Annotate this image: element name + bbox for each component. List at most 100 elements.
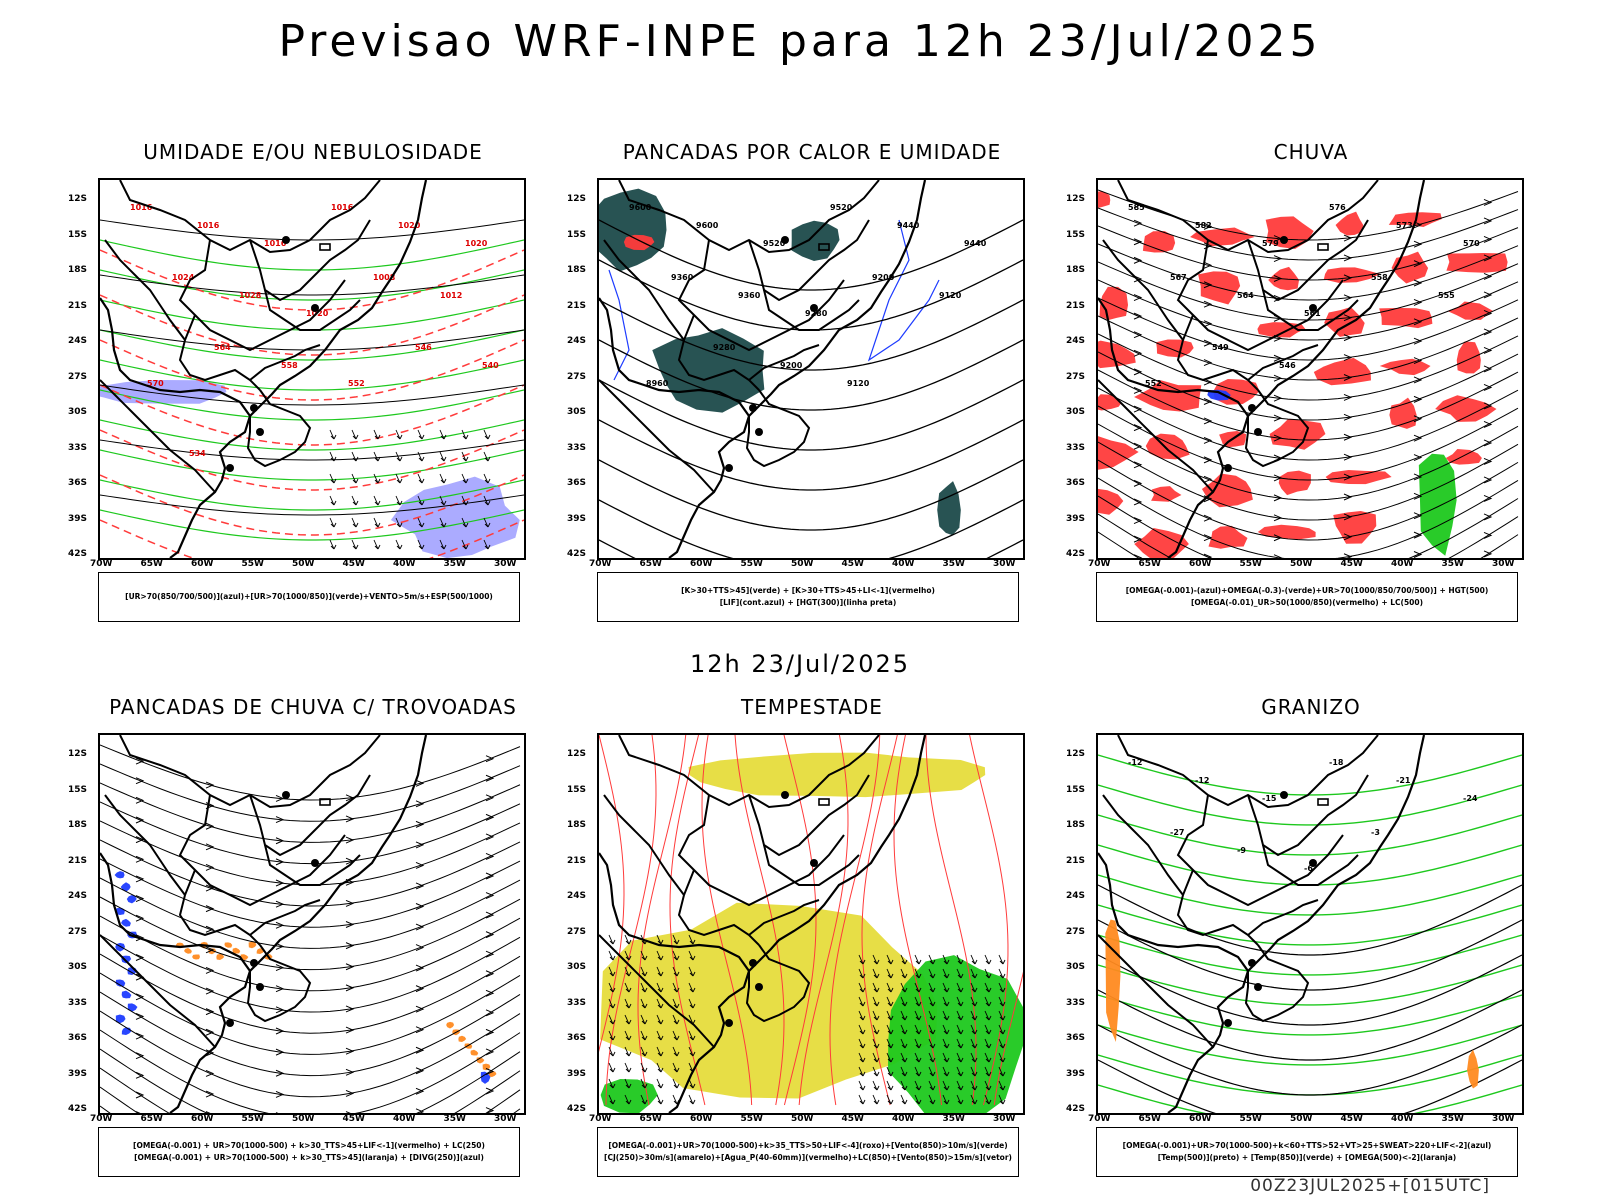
contour-label: 561 [1304, 309, 1321, 318]
legend-line: [UR>70(850/700/500)](azul)+[UR>70(1000/8… [125, 592, 493, 601]
contour-label: 564 [1237, 291, 1254, 300]
contour-label: 9280 [713, 343, 736, 352]
contour-label: -6 [1304, 864, 1313, 873]
streamline-arrow [1483, 402, 1493, 410]
wind-vector [483, 539, 491, 550]
streamline-arrow [1133, 554, 1143, 558]
lake-marker [250, 404, 258, 412]
wind850-vector [672, 1046, 680, 1057]
latitude-tick-label: 36S [567, 478, 587, 488]
wind850-vector [984, 982, 992, 993]
streamline-arrow [1413, 492, 1423, 500]
political-border [1247, 899, 1319, 936]
political-border [599, 934, 715, 1048]
wind850-vector [656, 1078, 664, 1089]
political-border [264, 844, 361, 886]
map-trovoadas [98, 733, 526, 1115]
political-border [1262, 844, 1359, 886]
political-border [763, 289, 860, 331]
wind850-vector [928, 1010, 936, 1021]
lc500-streamline [1098, 405, 1519, 481]
hgt300-contour [599, 499, 1023, 558]
streamline-arrow [275, 795, 285, 802]
streamline-arrow [1133, 219, 1143, 227]
political-border [249, 219, 371, 302]
streamline-arrow [345, 899, 355, 907]
wind850-vector [624, 934, 632, 945]
longitude-tick-label: 40W [393, 1114, 416, 1124]
streamline-arrow [415, 985, 425, 993]
wind850-vector [688, 998, 696, 1009]
wind-vector [439, 429, 447, 440]
streamline-arrow [135, 993, 145, 1001]
streamline-arrow [135, 836, 145, 844]
temp850-contour [1098, 1084, 1522, 1113]
latitude-tick-label: 12S [1066, 194, 1086, 204]
lif-contour [608, 269, 630, 381]
streamline-arrow [275, 900, 285, 908]
latitude-tick-label: 30S [68, 407, 88, 417]
lc850-streamline [669, 735, 706, 1106]
kt-area [248, 941, 257, 949]
wind850-vector [900, 1010, 908, 1021]
temp850-detail [1098, 735, 1113, 755]
wind850-vector [914, 1094, 922, 1105]
streamline-arrow [135, 1091, 145, 1099]
wind850-vector [624, 966, 632, 977]
wind850-vector [688, 1030, 696, 1041]
lake-marker [755, 983, 763, 991]
political-border [1098, 379, 1214, 493]
longitude-tick-label: 70W [589, 559, 612, 569]
streamline-arrow [1133, 368, 1143, 376]
contour-label: 9120 [939, 291, 962, 300]
hgt300-contour [599, 299, 1023, 371]
wind850-vector [640, 982, 648, 993]
streamline-arrow [415, 1026, 425, 1034]
streamline-arrow [205, 966, 215, 974]
kt-index-area [652, 328, 765, 413]
streamline-arrow [275, 1048, 285, 1056]
latitude-tick-label: 42S [1066, 549, 1086, 559]
political-border [1247, 344, 1319, 381]
longitude-tick-label: 30W [1492, 1114, 1515, 1124]
wind-vector [329, 451, 337, 462]
latitude-tick-label: 24S [567, 336, 587, 346]
contour-label: 9440 [897, 221, 920, 230]
contour-label: 1008 [373, 273, 396, 282]
wind-vector [439, 517, 447, 528]
wind-vector [351, 517, 359, 528]
temp500-contour [1098, 1059, 1522, 1113]
wind-vector [461, 495, 469, 506]
contour-label: 573 [1396, 221, 1413, 230]
omega-rh-area [1145, 433, 1190, 460]
streamline-arrow [1133, 461, 1143, 469]
streamline-arrow [205, 843, 215, 851]
wind850-vector [656, 1062, 664, 1073]
kt-index-area [937, 481, 961, 536]
contour-label: 549 [1212, 343, 1229, 352]
streamline-arrow [1273, 434, 1283, 442]
streamline-arrow [1203, 300, 1213, 308]
lc250-streamline [100, 839, 521, 907]
kt-area [232, 947, 241, 954]
wind850-vector [858, 1080, 866, 1091]
latitude-tick-label: 12S [1066, 749, 1086, 759]
coastline-southwest [100, 852, 252, 1113]
streamline-arrow [485, 970, 495, 978]
wind-vector [417, 517, 425, 528]
latitude-tick-label: 12S [68, 194, 88, 204]
lake-marker [226, 1019, 234, 1027]
lc500-streamline [1098, 369, 1519, 441]
streamline-arrow [485, 774, 495, 782]
streamline-arrow [1483, 236, 1493, 243]
latitude-tick-label: 15S [68, 229, 88, 240]
latitude-tick-label: 18S [68, 820, 88, 830]
wind850-vector [872, 1094, 880, 1105]
legend-box: [OMEGA(-0.001)+UR>70(1000-500)+k<60+TTS>… [1096, 1127, 1518, 1177]
lake-marker [1280, 236, 1288, 244]
lake-marker [282, 236, 290, 244]
temp850-detail [1367, 1025, 1399, 1045]
latitude-tick-label: 24S [68, 336, 88, 346]
wind850-vector [624, 1062, 632, 1073]
rh-lowlevel-area [496, 424, 524, 446]
